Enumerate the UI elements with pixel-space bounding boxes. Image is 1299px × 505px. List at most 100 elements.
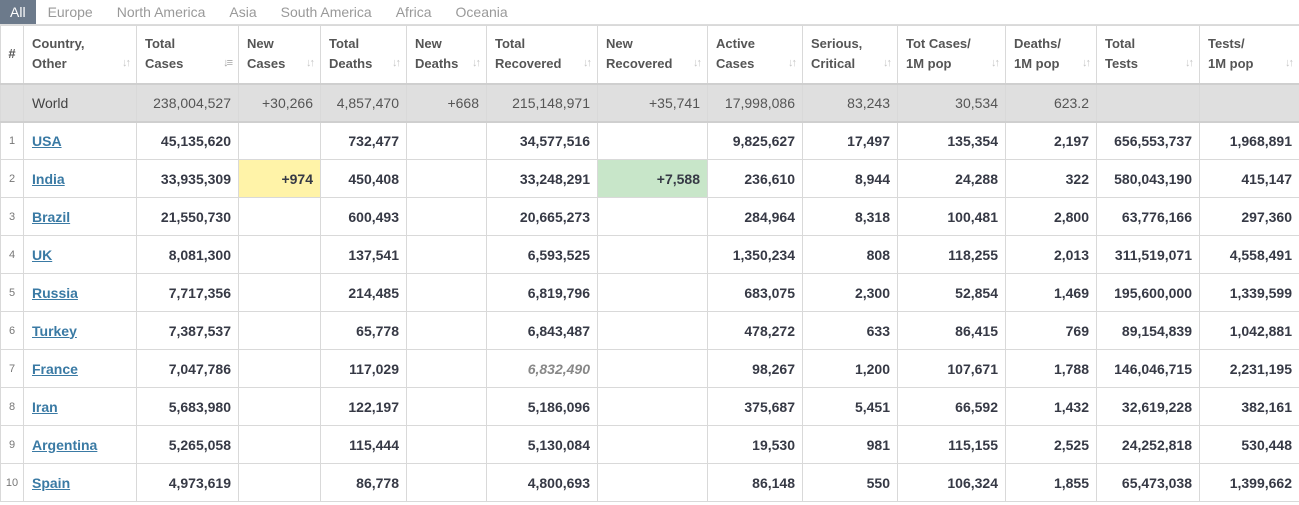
- cell-country: Brazil: [23, 197, 137, 236]
- cell-deaths-per-1m: 1,788: [1005, 349, 1097, 388]
- header-new-cases[interactable]: New Cases ↓↑: [238, 25, 321, 84]
- cell-country: India: [23, 159, 137, 198]
- cell-total-tests: [1096, 82, 1200, 123]
- header-country[interactable]: Country, Other ↓↑: [23, 25, 137, 84]
- header-tests-per-1m[interactable]: Tests/ 1M pop ↓↑: [1199, 25, 1299, 84]
- tab-north-america[interactable]: North America: [116, 4, 206, 20]
- cell-total-deaths: 65,778: [320, 311, 407, 350]
- header-label: #: [8, 46, 16, 62]
- country-link[interactable]: France: [32, 360, 78, 377]
- cell-tests-per-1m: [1199, 82, 1299, 123]
- sort-icon[interactable]: ↓↑: [1082, 56, 1091, 69]
- cell-country: Turkey: [23, 311, 137, 350]
- cell-serious-critical: 1,200: [802, 349, 898, 388]
- cell-new-deaths: [406, 121, 487, 160]
- country-link[interactable]: Argentina: [32, 436, 98, 453]
- cell-total-deaths: 137,541: [320, 235, 407, 274]
- country-link[interactable]: Iran: [32, 398, 58, 415]
- tab-all[interactable]: All: [0, 0, 36, 24]
- header-total-cases[interactable]: Total Cases ↓≡: [136, 25, 239, 84]
- cell-new-deaths: [406, 349, 487, 388]
- sort-icon[interactable]: ↓↑: [306, 56, 315, 69]
- cell-total-tests: 656,553,737: [1096, 121, 1200, 160]
- cell-total-cases: 4,973,619: [136, 463, 239, 502]
- header-deaths-per-1m[interactable]: Deaths/ 1M pop ↓↑: [1005, 25, 1097, 84]
- cell-tot-cases-per-1m: 66,592: [897, 387, 1006, 426]
- cell-serious-critical: 17,497: [802, 121, 898, 160]
- header-label: Country, Other: [32, 36, 85, 72]
- cell-total-tests: 65,473,038: [1096, 463, 1200, 502]
- sort-desc-icon[interactable]: ↓≡: [223, 56, 233, 69]
- cell-serious-critical: 633: [802, 311, 898, 350]
- header-tot-cases-per-1m[interactable]: Tot Cases/ 1M pop ↓↑: [897, 25, 1006, 84]
- header-label: Tot Cases/ 1M pop: [906, 36, 971, 72]
- sort-icon[interactable]: ↓↑: [122, 56, 131, 69]
- sort-icon[interactable]: ↓↑: [472, 56, 481, 69]
- tab-oceania[interactable]: Oceania: [455, 4, 508, 20]
- sort-icon[interactable]: ↓↑: [693, 56, 702, 69]
- cell-country: Russia: [23, 273, 137, 312]
- sort-icon[interactable]: ↓↑: [1285, 56, 1294, 69]
- cell-active-cases: 1,350,234: [707, 235, 803, 274]
- header-label: Tests/ 1M pop: [1208, 36, 1254, 72]
- cell-new-cases: [238, 273, 321, 312]
- country-link[interactable]: UK: [32, 246, 53, 263]
- cell-new-deaths: [406, 273, 487, 312]
- cell-total-deaths: 600,493: [320, 197, 407, 236]
- cell-new-recovered: +35,741: [597, 82, 708, 123]
- cell-new-recovered: [597, 425, 708, 464]
- header-total-recovered[interactable]: Total Recovered ↓↑: [486, 25, 598, 84]
- world-row: World 238,004,527 +30,266 4,857,470 +668 215,…: [0, 82, 1299, 123]
- tab-europe[interactable]: Europe: [47, 4, 93, 20]
- country-link[interactable]: Spain: [32, 474, 71, 491]
- header-new-deaths[interactable]: New Deaths ↓↑: [406, 25, 487, 84]
- cell-deaths-per-1m: 2,800: [1005, 197, 1097, 236]
- cell-new-recovered: [597, 311, 708, 350]
- cell-tests-per-1m: 530,448: [1199, 425, 1299, 464]
- sort-icon[interactable]: ↓↑: [583, 56, 592, 69]
- country-link[interactable]: Russia: [32, 284, 78, 301]
- cell-tests-per-1m: 297,360: [1199, 197, 1299, 236]
- tab-africa[interactable]: Africa: [395, 4, 432, 20]
- table-row: 1 USA 45,135,620 732,477 34,577,516 9,825,627…: [0, 121, 1299, 160]
- cell-total-recovered: 5,130,084: [486, 425, 598, 464]
- header-serious-critical[interactable]: Serious, Critical ↓↑: [802, 25, 898, 84]
- country-link[interactable]: India: [32, 170, 65, 187]
- header-rank[interactable]: #: [0, 25, 24, 84]
- covid-table: # Country, Other ↓↑ Total Cases ↓≡ New Cases ↓…: [0, 25, 1299, 502]
- country-link[interactable]: Brazil: [32, 208, 71, 225]
- header-total-deaths[interactable]: Total Deaths ↓↑: [320, 25, 407, 84]
- cell-new-cases: +974: [238, 159, 321, 198]
- country-link[interactable]: USA: [32, 132, 62, 149]
- country-link[interactable]: Turkey: [32, 322, 77, 339]
- cell-total-recovered: 20,665,273: [486, 197, 598, 236]
- header-active-cases[interactable]: Active Cases ↓↑: [707, 25, 803, 84]
- cell-tests-per-1m: 415,147: [1199, 159, 1299, 198]
- cell-total-recovered: 6,843,487: [486, 311, 598, 350]
- header-total-tests[interactable]: Total Tests ↓↑: [1096, 25, 1200, 84]
- tab-south-america[interactable]: South America: [280, 4, 372, 20]
- header-new-recovered[interactable]: New Recovered ↓↑: [597, 25, 708, 84]
- table-header-row: # Country, Other ↓↑ Total Cases ↓≡ New Cases ↓…: [0, 25, 1299, 84]
- cell-tot-cases-per-1m: 100,481: [897, 197, 1006, 236]
- cell-serious-critical: 808: [802, 235, 898, 274]
- cell-active-cases: 478,272: [707, 311, 803, 350]
- sort-icon[interactable]: ↓↑: [392, 56, 401, 69]
- cell-active-cases: 17,998,086: [707, 82, 803, 123]
- cell-total-cases: 7,717,356: [136, 273, 239, 312]
- sort-icon[interactable]: ↓↑: [1185, 56, 1194, 69]
- table-row: 7 France 7,047,786 117,029 6,832,490 98,267 1,…: [0, 349, 1299, 388]
- sort-icon[interactable]: ↓↑: [883, 56, 892, 69]
- header-label: Deaths/ 1M pop: [1014, 36, 1061, 72]
- cell-total-tests: 63,776,166: [1096, 197, 1200, 236]
- cell-deaths-per-1m: 1,855: [1005, 463, 1097, 502]
- sort-icon[interactable]: ↓↑: [991, 56, 1000, 69]
- cell-new-deaths: [406, 159, 487, 198]
- cell-serious-critical: 981: [802, 425, 898, 464]
- cell-total-tests: 146,046,715: [1096, 349, 1200, 388]
- sort-icon[interactable]: ↓↑: [788, 56, 797, 69]
- tab-asia[interactable]: Asia: [229, 4, 257, 20]
- cell-total-recovered: 34,577,516: [486, 121, 598, 160]
- cell-total-recovered: 6,832,490: [486, 349, 598, 388]
- cell-tests-per-1m: 4,558,491: [1199, 235, 1299, 274]
